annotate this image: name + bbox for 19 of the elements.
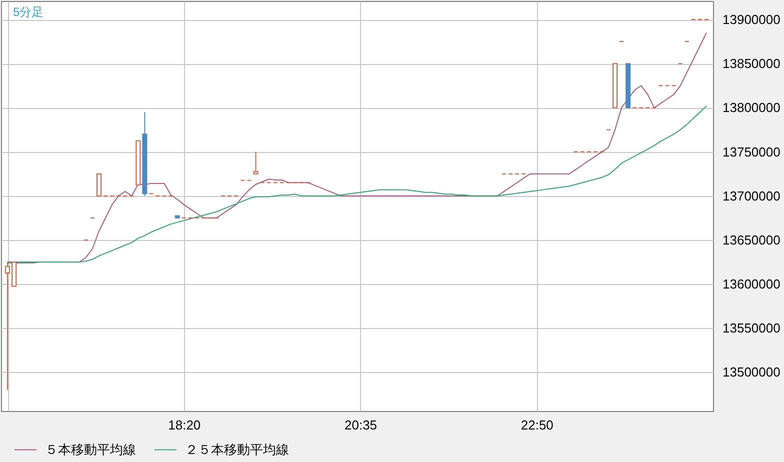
line-series <box>7 105 707 262</box>
y-tick-label: 13650000 <box>722 232 780 248</box>
legend-label: ２５本移動平均線 <box>185 442 289 457</box>
candlestick <box>253 151 258 174</box>
y-tick-label: 13750000 <box>722 144 780 160</box>
y-tick-label: 13500000 <box>722 364 780 380</box>
chart-title: 5分足 <box>13 5 44 19</box>
line-series <box>7 32 707 264</box>
y-tick-label: 13600000 <box>722 276 780 292</box>
x-tick-label: 20:35 <box>344 418 378 432</box>
y-tick-label: 13850000 <box>722 56 780 72</box>
y-tick-label: 13550000 <box>722 320 780 336</box>
x-tick-label: 18:20 <box>168 418 201 432</box>
x-tick-label: 22:50 <box>520 418 554 432</box>
legend-label: ５本移動平均線 <box>45 442 136 457</box>
y-tick-label: 13900000 <box>722 12 780 28</box>
candlestick <box>96 173 102 196</box>
y-tick-label: 13700000 <box>722 188 780 204</box>
y-tick-label: 13800000 <box>722 100 780 116</box>
